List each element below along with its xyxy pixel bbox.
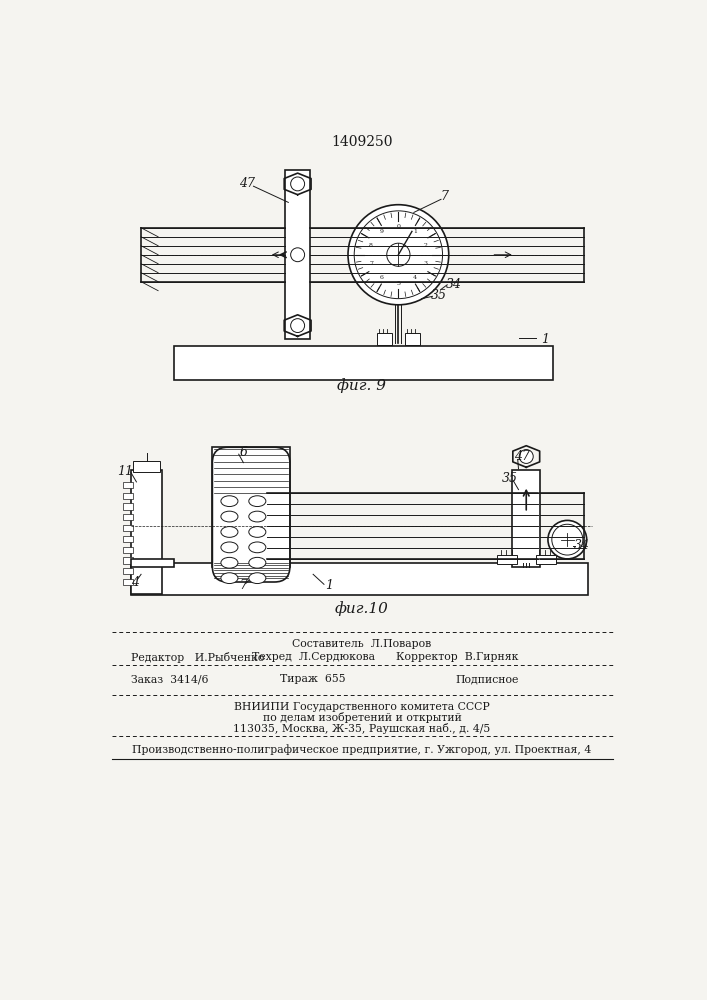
Text: Корректор  В.Гирняк: Корректор В.Гирняк <box>396 652 518 662</box>
Text: 1: 1 <box>542 333 549 346</box>
Text: по делам изобретений и открытий: по делам изобретений и открытий <box>262 712 462 723</box>
Text: Тираж  655: Тираж 655 <box>280 674 346 684</box>
FancyBboxPatch shape <box>212 447 290 582</box>
Ellipse shape <box>249 573 266 584</box>
Text: 35: 35 <box>502 472 518 485</box>
Ellipse shape <box>221 542 238 553</box>
Text: 11: 11 <box>117 465 134 478</box>
Text: 8: 8 <box>369 243 373 248</box>
Text: Составитель  Л.Поваров: Составитель Л.Поваров <box>292 639 431 649</box>
Bar <box>123 557 132 564</box>
Ellipse shape <box>249 557 266 568</box>
Ellipse shape <box>249 511 266 522</box>
Circle shape <box>348 205 449 305</box>
Bar <box>497 555 517 564</box>
Ellipse shape <box>249 496 266 507</box>
Text: фиг. 9: фиг. 9 <box>337 378 387 393</box>
Text: 4: 4 <box>131 576 139 588</box>
Text: 6: 6 <box>240 446 247 459</box>
Bar <box>134 461 160 472</box>
Text: 7: 7 <box>369 261 373 266</box>
Text: Редактор   И.Рыбченко: Редактор И.Рыбченко <box>131 652 264 663</box>
Circle shape <box>291 248 305 262</box>
Text: ВНИИПИ Государственного комитета СССР: ВНИИПИ Государственного комитета СССР <box>234 702 490 712</box>
Bar <box>131 559 174 567</box>
Text: фиг.10: фиг.10 <box>335 602 389 616</box>
Circle shape <box>291 177 305 191</box>
Bar <box>123 536 132 542</box>
Bar <box>535 555 556 564</box>
Bar <box>123 482 132 488</box>
Text: Техред  Л.Сердюкова: Техред Л.Сердюкова <box>252 652 375 662</box>
Circle shape <box>387 243 410 266</box>
Bar <box>123 493 132 499</box>
Bar <box>212 447 290 567</box>
Text: 35: 35 <box>431 289 447 302</box>
Text: Производственно-полиграфическое предприятие, г. Ужгород, ул. Проектная, 4: Производственно-полиграфическое предприя… <box>132 744 592 755</box>
Circle shape <box>519 450 533 463</box>
Bar <box>123 525 132 531</box>
Text: 7: 7 <box>240 579 247 592</box>
Bar <box>123 579 132 585</box>
Text: 9: 9 <box>380 229 383 234</box>
Text: 34: 34 <box>574 539 590 552</box>
Circle shape <box>354 211 443 299</box>
Bar <box>131 470 162 594</box>
Bar <box>174 346 554 380</box>
Text: 2: 2 <box>423 243 428 248</box>
Bar <box>123 568 132 574</box>
Text: 4: 4 <box>413 275 417 280</box>
Bar <box>404 333 420 345</box>
Bar <box>123 503 132 510</box>
Text: 1: 1 <box>413 229 417 234</box>
Text: 1: 1 <box>325 579 332 592</box>
Bar <box>123 547 132 553</box>
Text: 34: 34 <box>446 278 462 291</box>
Text: 3: 3 <box>423 261 428 266</box>
Ellipse shape <box>221 496 238 507</box>
Ellipse shape <box>221 557 238 568</box>
Text: 0: 0 <box>397 224 400 229</box>
Text: Подписное: Подписное <box>455 674 518 684</box>
Bar <box>285 170 310 339</box>
Text: 6: 6 <box>380 275 383 280</box>
Bar <box>131 563 588 595</box>
Ellipse shape <box>249 542 266 553</box>
Text: 5: 5 <box>397 281 400 286</box>
Ellipse shape <box>249 527 266 537</box>
Text: 7: 7 <box>441 190 449 204</box>
Text: 47: 47 <box>239 177 255 190</box>
Text: 47: 47 <box>515 450 530 463</box>
Circle shape <box>548 520 587 559</box>
Circle shape <box>552 524 583 555</box>
Ellipse shape <box>221 527 238 537</box>
Ellipse shape <box>221 573 238 584</box>
Text: 113035, Москва, Ж-35, Раушская наб., д. 4/5: 113035, Москва, Ж-35, Раушская наб., д. … <box>233 723 491 734</box>
Text: Заказ  3414/6: Заказ 3414/6 <box>131 674 209 684</box>
Bar <box>513 470 540 567</box>
Ellipse shape <box>221 511 238 522</box>
Text: 1409250: 1409250 <box>331 135 392 149</box>
Circle shape <box>291 319 305 333</box>
Bar <box>123 514 132 520</box>
Bar <box>377 333 392 345</box>
